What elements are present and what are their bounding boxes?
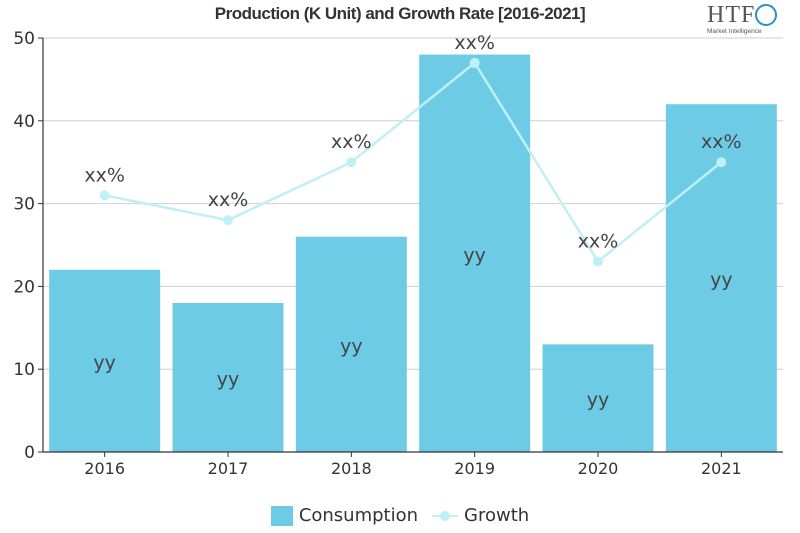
y-tick-label: 40	[13, 112, 35, 132]
legend-label-growth: Growth	[464, 505, 530, 526]
bar-data-label: yy	[587, 389, 610, 411]
legend-item-consumption[interactable]: Consumption	[270, 505, 419, 526]
bar-consumption	[49, 269, 161, 452]
x-tick-label: 2020	[578, 459, 619, 478]
bar-consumption	[295, 236, 407, 452]
legend: Consumption Growth	[0, 505, 800, 526]
bar-data-label: yy	[93, 352, 116, 374]
growth-data-label: xx%	[208, 189, 249, 211]
y-tick-label: 20	[13, 277, 35, 297]
bar-consumption	[542, 344, 654, 452]
growth-point	[593, 256, 603, 267]
growth-data-label: xx%	[84, 164, 125, 186]
logo-globe-icon	[755, 4, 777, 26]
legend-swatch-consumption	[270, 505, 293, 526]
growth-data-label: xx%	[578, 231, 619, 253]
x-tick-label: 2018	[331, 459, 372, 478]
y-tick-label: 50	[13, 29, 35, 49]
growth-point	[223, 215, 233, 226]
bar-data-label: yy	[217, 368, 240, 390]
growth-point	[99, 190, 110, 201]
y-tick-label: 0	[24, 443, 35, 463]
growth-data-label: xx%	[454, 32, 495, 54]
y-tick-label: 10	[13, 360, 35, 380]
htf-logo: HTF Market Intelligence	[705, 2, 785, 38]
x-tick-label: 2017	[208, 459, 249, 478]
growth-data-label: xx%	[701, 131, 742, 153]
legend-swatch-growth	[432, 510, 459, 522]
x-tick-label: 2021	[701, 459, 742, 478]
growth-data-label: xx%	[331, 131, 372, 153]
growth-line	[104, 60, 723, 264]
logo-text: HTF	[707, 2, 756, 28]
chart-title: Production (K Unit) and Growth Rate [201…	[214, 4, 586, 23]
bar-data-label: yy	[340, 335, 363, 357]
growth-point	[716, 157, 727, 168]
legend-label-consumption: Consumption	[298, 505, 419, 526]
bar-data-label: yy	[710, 269, 733, 291]
x-tick-label: 2019	[454, 459, 495, 478]
growth-point	[346, 157, 357, 168]
y-tick-label: 30	[13, 195, 35, 215]
logo-subtext: Market Intelligence	[707, 28, 762, 35]
legend-item-growth[interactable]: Growth	[432, 505, 529, 526]
growth-point	[469, 57, 480, 68]
bar-consumption	[172, 302, 284, 452]
x-tick-label: 2016	[84, 459, 125, 478]
bar-data-label: yy	[463, 244, 486, 266]
